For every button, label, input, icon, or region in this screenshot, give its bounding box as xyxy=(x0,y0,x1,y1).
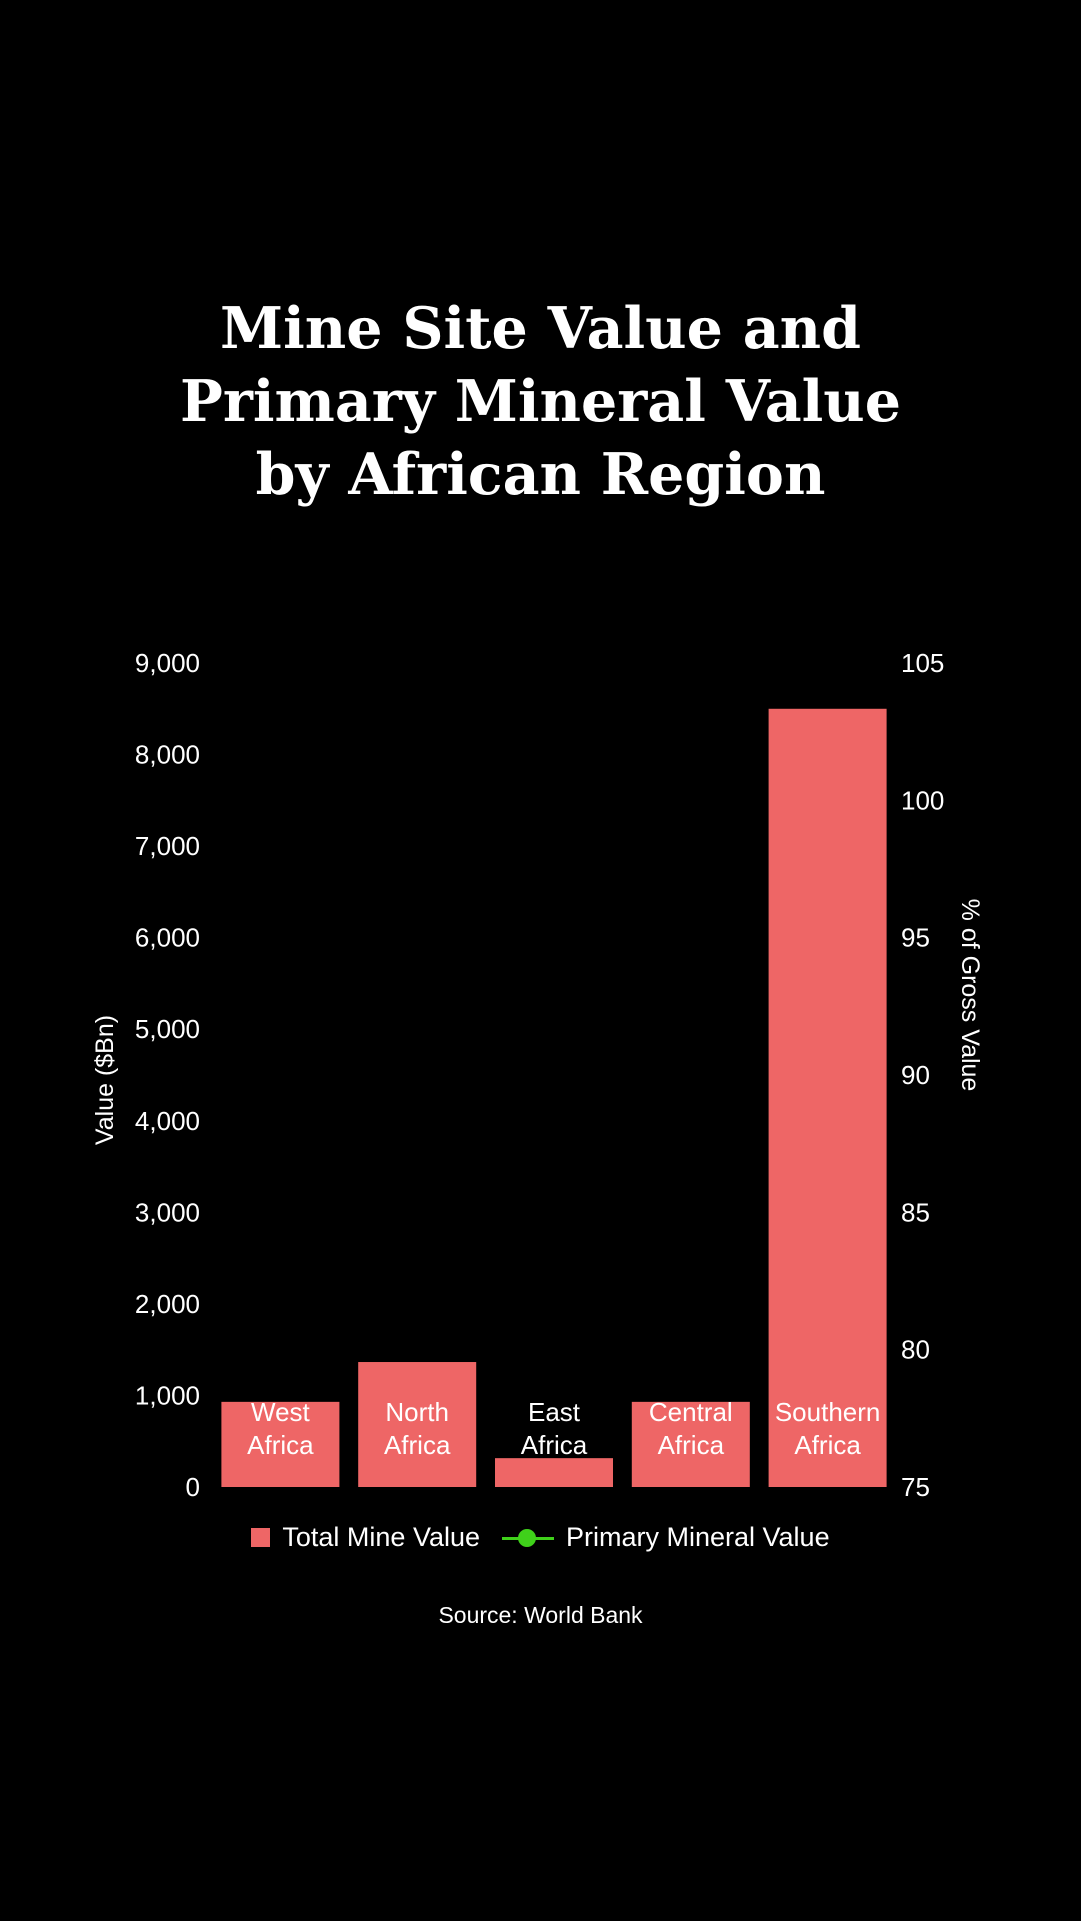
y-axis-title: Value ($Bn) xyxy=(91,1015,119,1145)
x-tick-label: Africa xyxy=(658,1430,725,1460)
y-tick-label: 8,000 xyxy=(135,740,200,770)
source-note: Source: World Bank xyxy=(438,1602,643,1628)
bar xyxy=(358,1362,477,1487)
y2-tick-label: 80 xyxy=(901,1335,930,1365)
bar-swatch-icon xyxy=(251,1528,271,1547)
chart-title: Mine Site Value and Primary Mineral Valu… xyxy=(0,292,1081,511)
y2-tick-label: 95 xyxy=(901,923,930,953)
title-line: Primary Mineral Value xyxy=(180,368,901,435)
legend: Total Mine Value Primary Mineral Value xyxy=(0,1522,1081,1553)
y-tick-label: 6,000 xyxy=(135,923,200,953)
y-tick-label: 0 xyxy=(186,1472,200,1502)
y-tick-label: 7,000 xyxy=(135,831,200,861)
title-line: Mine Site Value and xyxy=(220,295,861,362)
legend-label: Total Mine Value xyxy=(282,1522,480,1552)
bar xyxy=(631,1401,750,1487)
bar xyxy=(768,708,887,1487)
y-tick-label: 1,000 xyxy=(135,1380,200,1410)
x-tick-label: Africa xyxy=(247,1430,314,1460)
y2-tick-label: 100 xyxy=(901,785,944,815)
x-tick-label: West xyxy=(251,1397,311,1427)
y-tick-label: 2,000 xyxy=(135,1289,200,1319)
legend-item-primary-mineral-value[interactable]: Primary Mineral Value xyxy=(494,1522,830,1553)
x-tick-label: North xyxy=(385,1397,449,1427)
y2-tick-label: 105 xyxy=(901,648,944,678)
bar xyxy=(495,1458,613,1487)
x-tick-label: East xyxy=(528,1397,581,1427)
x-tick-label: Central xyxy=(649,1397,733,1427)
y-tick-label: 5,000 xyxy=(135,1014,200,1044)
legend-item-total-mine-value[interactable]: Total Mine Value xyxy=(251,1522,480,1553)
y2-tick-label: 75 xyxy=(901,1472,930,1502)
x-tick-label: Southern xyxy=(775,1397,881,1427)
y2-axis-title: % of Gross Value xyxy=(956,899,984,1092)
y-tick-label: 3,000 xyxy=(135,1197,200,1227)
legend-label: Primary Mineral Value xyxy=(566,1522,830,1552)
bar xyxy=(221,1401,340,1487)
x-tick-label: Africa xyxy=(794,1430,861,1460)
title-line: by African Region xyxy=(255,441,826,508)
x-tick-label: Africa xyxy=(521,1430,588,1460)
y2-tick-label: 85 xyxy=(901,1197,930,1227)
y2-tick-label: 90 xyxy=(901,1060,930,1090)
x-tick-label: Africa xyxy=(384,1430,451,1460)
y-tick-label: 4,000 xyxy=(135,1106,200,1136)
line-marker-icon xyxy=(502,1528,554,1548)
y-tick-label: 9,000 xyxy=(135,648,200,678)
